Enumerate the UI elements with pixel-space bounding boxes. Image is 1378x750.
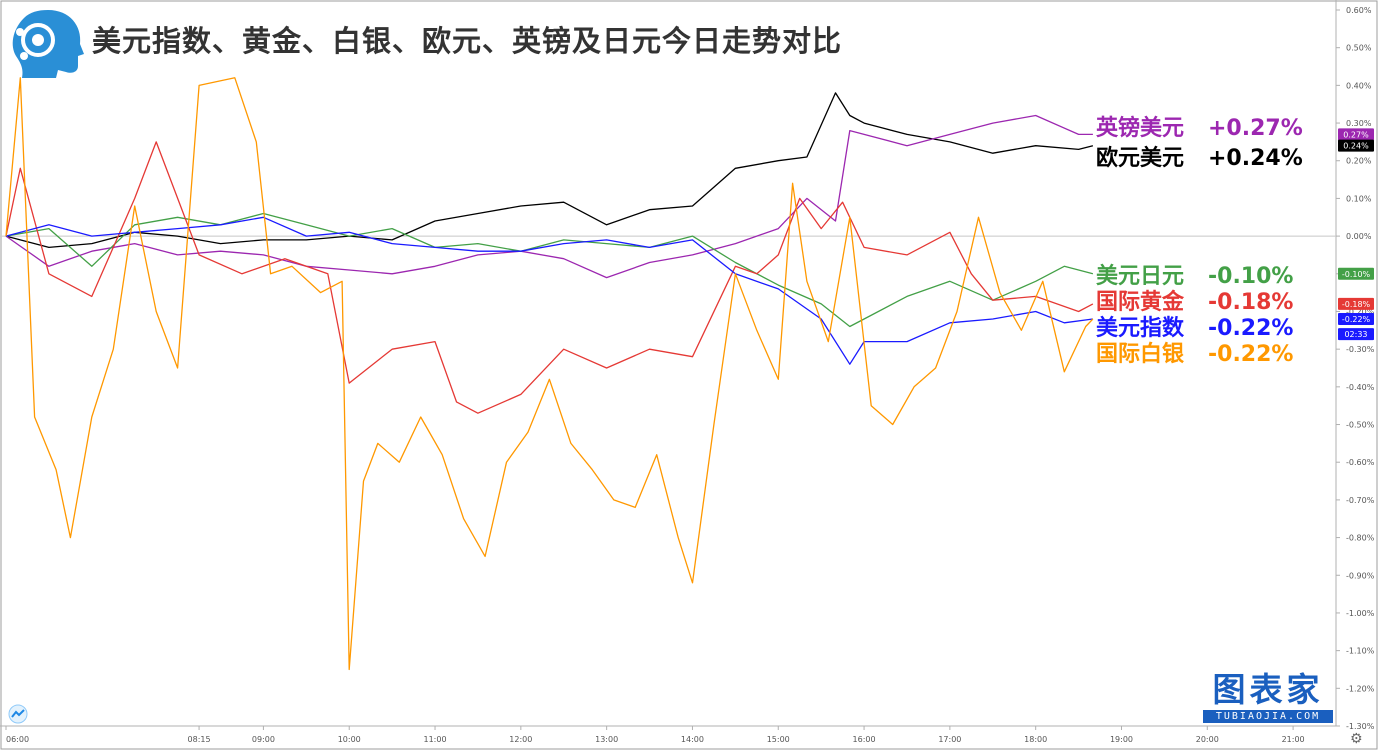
tubiaojia-logo-icon [8, 6, 86, 78]
series-line-2 [5, 212, 1094, 328]
legend-entry: 国际黄金 -0.18% [1096, 284, 1293, 316]
y-tick-label: 0.20% [1346, 157, 1372, 166]
series-layer [5, 77, 1094, 671]
series-line-1 [5, 114, 1093, 279]
legend-entry: 国际白银 -0.22% [1096, 336, 1293, 368]
x-tick-label: 21:00 [1282, 735, 1305, 744]
legend-series-name: 国际黄金 [1096, 290, 1185, 315]
x-tick-label: 19:00 [1110, 735, 1133, 744]
last-value-badge [1338, 267, 1374, 280]
y-tick-label: -1.30% [1346, 722, 1375, 731]
series-line-5 [5, 77, 1094, 671]
series-line-4 [5, 216, 1093, 365]
last-value-badge-label: 02:33 [1344, 330, 1367, 339]
y-tick-label: -0.90% [1346, 571, 1375, 580]
last-value-badge-label: -0.18% [1342, 300, 1371, 309]
x-tick-label: 06:00 [6, 735, 29, 744]
x-tick-label: 16:00 [853, 735, 876, 744]
x-tick-label: 14:00 [681, 735, 704, 744]
legend-series-value: -0.10% [1208, 264, 1294, 289]
last-value-badge-label: 0.24% [1343, 142, 1369, 151]
last-value-badge [1338, 297, 1374, 310]
legend-entry: 英镑美元 +0.27% [1096, 110, 1303, 142]
x-tick-label: 10:00 [338, 735, 361, 744]
x-tick-label: 08:15 [188, 735, 211, 744]
legend-entry: 美元指数 -0.22% [1096, 310, 1293, 342]
brand-domain: TUBIAOJIA.COM [1203, 710, 1333, 723]
tradingview-icon[interactable] [8, 704, 28, 724]
legend-series-value: +0.27% [1208, 116, 1303, 141]
y-tick-label: -1.20% [1346, 684, 1375, 693]
legend-series-value: +0.24% [1208, 146, 1303, 171]
brand-name: 图表家 [1212, 670, 1324, 709]
legend-series-name: 英镑美元 [1096, 116, 1185, 141]
last-value-badge-label: -0.22% [1342, 315, 1371, 324]
y-tick-label: 0.60% [1346, 6, 1372, 15]
last-value-badge [1338, 313, 1374, 326]
y-tick-label: -0.50% [1346, 421, 1375, 430]
y-tick-label: -1.10% [1346, 647, 1375, 656]
gear-icon[interactable]: ⚙ [1350, 731, 1363, 747]
x-tick-label: 20:00 [1196, 735, 1219, 744]
x-tick-label: 17:00 [938, 735, 961, 744]
legend-entry: 欧元美元 +0.24% [1096, 140, 1303, 172]
y-tick-label: 0.40% [1346, 81, 1372, 90]
legend-series-name: 欧元美元 [1096, 146, 1185, 171]
last-value-badge-label: -0.10% [1342, 270, 1371, 279]
badge-layer: 0.27% 0.24% -0.10% -0.18% -0.22% 02:33 [1338, 128, 1374, 341]
y-tick-label: -0.60% [1346, 458, 1375, 467]
y-tick-label: 0.30% [1346, 119, 1372, 128]
legend-series-name: 美元指数 [1096, 316, 1185, 341]
y-tick-label: 0.10% [1346, 194, 1372, 203]
x-tick-label: 11:00 [424, 735, 447, 744]
legend-series-value: -0.22% [1208, 342, 1294, 367]
x-tick-label: 09:00 [252, 735, 275, 744]
x-tick-label: 13:00 [595, 735, 618, 744]
last-value-badge-label: 0.27% [1343, 130, 1369, 139]
y-tick-label: -0.30% [1346, 345, 1375, 354]
x-tick-label: 15:00 [767, 735, 790, 744]
legend-entry: 美元日元 -0.10% [1096, 258, 1293, 290]
brand-watermark: 图表家 TUBIAOJIA.COM [1203, 672, 1333, 724]
x-tick-label: 18:00 [1024, 735, 1047, 744]
last-value-badge [1338, 328, 1374, 341]
legend-series-name: 美元日元 [1096, 264, 1185, 289]
series-line-3 [5, 141, 1094, 414]
y-tick-label: -1.00% [1346, 609, 1375, 618]
y-tick-label: -0.40% [1346, 383, 1375, 392]
y-tick-label: 0.50% [1346, 44, 1372, 53]
page-title: 美元指数、黄金、白银、欧元、英镑及日元今日走势对比 [92, 24, 843, 58]
legend-series-name: 国际白银 [1096, 342, 1185, 367]
y-tick-label: -0.20% [1346, 307, 1375, 316]
x-tick-label: 12:00 [509, 735, 532, 744]
y-tick-label: -0.80% [1346, 534, 1375, 543]
y-tick-label: 0.00% [1346, 232, 1372, 241]
legend-series-value: -0.18% [1208, 290, 1294, 315]
last-value-badge [1338, 128, 1374, 141]
y-tick-label: -0.70% [1346, 496, 1375, 505]
last-value-badge [1338, 139, 1374, 152]
series-line-0 [5, 92, 1094, 249]
legend-series-value: -0.22% [1208, 316, 1294, 341]
